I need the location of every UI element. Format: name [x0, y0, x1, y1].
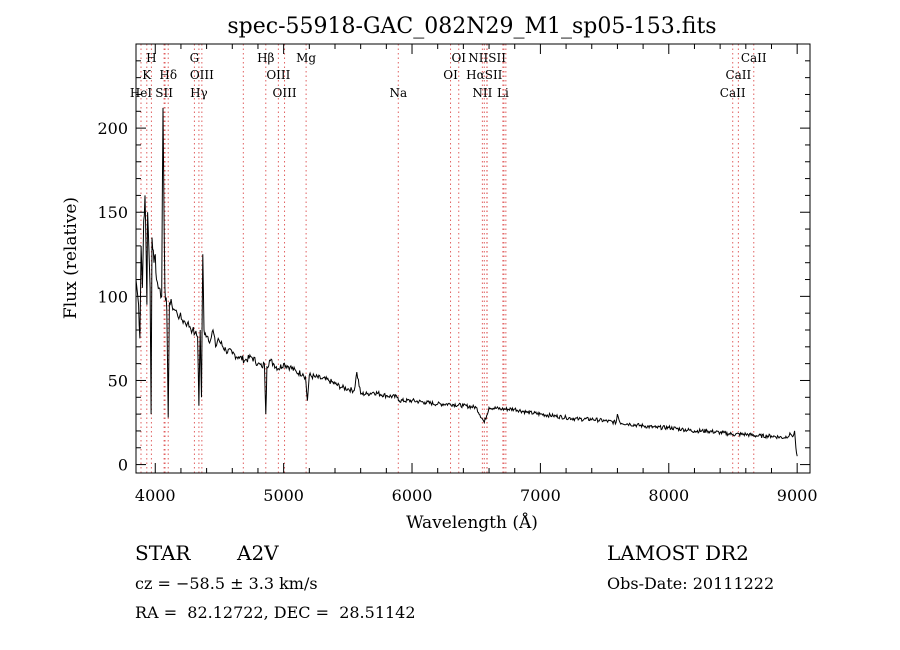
x-axis-label: Wavelength (Å)	[406, 512, 538, 533]
x-tick-label: 5000	[263, 486, 304, 505]
line-label-low: CaII	[720, 86, 746, 100]
line-label-top: OI	[451, 51, 466, 65]
line-label-mid: OIII	[266, 68, 290, 82]
x-tick-label: 8000	[648, 486, 689, 505]
line-label-mid: Hδ	[159, 68, 177, 82]
x-tick-label: 9000	[777, 486, 818, 505]
y-tick-label: 150	[97, 203, 128, 222]
chart-title: spec-55918-GAC_082N29_M1_sp05-153.fits	[227, 14, 716, 39]
line-label-top: NIISII	[468, 51, 506, 65]
x-tick-label: 6000	[392, 486, 433, 505]
y-tick-label: 200	[97, 119, 128, 138]
line-label-top: G	[190, 51, 200, 65]
line-label-mid: K	[142, 68, 152, 82]
y-axis-label: Flux (relative)	[61, 197, 81, 319]
y-tick-label: 0	[118, 456, 128, 475]
line-label-low: Hγ	[190, 86, 208, 100]
observation-date: Obs-Date: 20111222	[607, 574, 775, 593]
object-class: STAR	[135, 541, 191, 565]
axes-frame	[135, 43, 811, 474]
line-label-low: NII	[472, 86, 492, 100]
line-label-top: CaII	[741, 51, 767, 65]
line-label-low: OIII	[273, 86, 297, 100]
x-tick-label: 7000	[520, 486, 561, 505]
line-label-mid: OI	[443, 68, 458, 82]
y-tick-label: 50	[108, 371, 128, 390]
line-label-mid: HαSII	[466, 68, 503, 82]
line-label-mid: OIII	[190, 68, 214, 82]
survey-name: LAMOST DR2	[607, 541, 749, 565]
redshift-cz: cz = −58.5 ± 3.3 km/s	[135, 574, 318, 593]
line-label-top: Mg	[296, 51, 316, 65]
object-subclass: A2V	[237, 541, 279, 565]
x-tick-label: 4000	[135, 486, 176, 505]
line-label-mid: CaII	[725, 68, 751, 82]
line-label-low: HeI	[130, 86, 153, 100]
y-tick-label: 100	[97, 287, 128, 306]
line-label-top: Hβ	[257, 51, 274, 65]
line-label-low: Na	[389, 86, 407, 100]
coordinates: RA = 82.12722, DEC = 28.51142	[135, 603, 416, 622]
line-label-low: Li	[497, 86, 509, 100]
line-label-top: H	[146, 51, 156, 65]
line-label-low: SII	[155, 86, 173, 100]
spectrum-line	[135, 107, 798, 457]
